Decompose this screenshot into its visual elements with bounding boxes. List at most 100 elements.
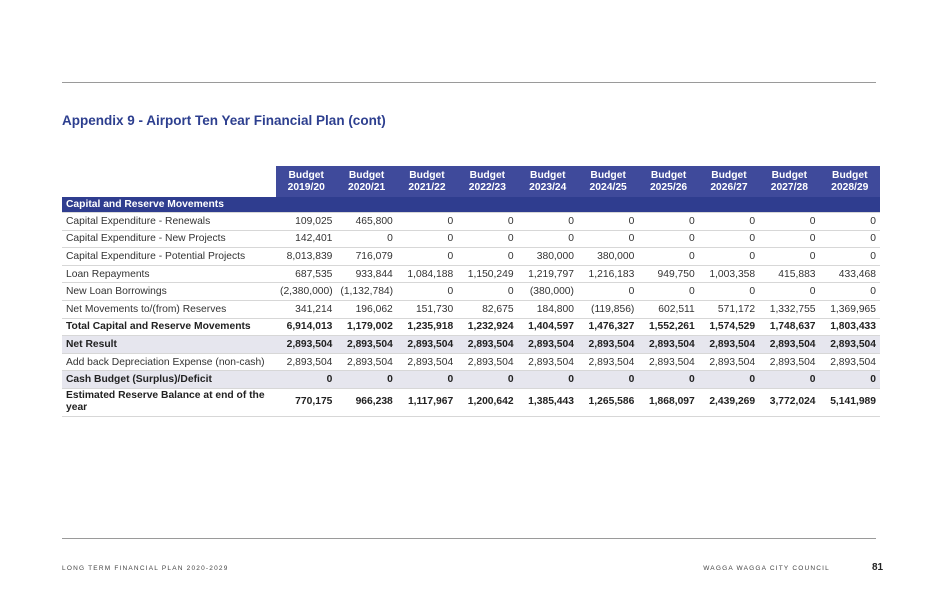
value-cell: 0 [517,370,578,389]
row-label: Net Movements to/(from) Reserves [62,300,277,319]
value-cell: 2,893,504 [698,335,760,354]
column-header-label: Budget [288,170,324,181]
page-number: 81 [872,562,884,573]
value-cell: 1,332,755 [759,300,820,319]
value-cell: 2,893,504 [819,335,880,354]
column-header: Budget 2027/28 [759,166,820,197]
column-header-label: Budget [590,170,626,181]
value-cell: 0 [759,230,820,249]
value-cell: 0 [638,282,699,301]
table-row: Estimated Reserve Balance at end of the … [62,388,880,417]
value-cell: 1,235,918 [396,318,458,337]
row-label: Cash Budget (Surplus)/Deficit [62,370,277,389]
value-cell: 2,893,504 [396,335,458,354]
column-header-label: Budget [469,170,506,181]
value-cell: 2,893,504 [577,335,639,354]
value-cell: 687,535 [276,265,337,284]
value-cell: 0 [577,282,639,301]
value-cell: 0 [457,370,518,389]
table-row: Loan Repayments 687,535 933,844 1,084,188 1,… [62,265,880,284]
column-header-label: Budget [530,170,566,181]
value-cell: 0 [698,247,760,266]
column-header: Budget 2020/21 [336,166,397,197]
value-cell: 142,401 [276,230,337,249]
value-cell: (380,000) [517,282,578,301]
column-header-label: Budget [650,170,687,181]
value-cell: 0 [396,212,458,231]
value-cell: 1,868,097 [638,388,699,417]
value-cell: 5,141,989 [819,388,880,417]
column-header: Budget 2019/20 [276,166,337,197]
value-cell: 415,883 [759,265,820,284]
value-cell: 0 [759,212,820,231]
column-header-year: 2023/24 [529,181,567,193]
column-header-year: 2019/20 [287,181,325,193]
column-header-year: 2021/22 [408,181,446,193]
value-cell: 1,385,443 [517,388,578,417]
value-cell: 949,750 [638,265,699,284]
row-label: Total Capital and Reserve Movements [62,318,277,337]
value-cell: 602,511 [638,300,699,319]
value-cell: 1,369,965 [819,300,880,319]
value-cell: 1,404,597 [517,318,578,337]
column-header: Budget 2026/27 [698,166,760,197]
page-title: Appendix 9 - Airport Ten Year Financial … [62,113,386,128]
value-cell: 82,675 [457,300,518,319]
value-cell: 2,893,504 [517,335,578,354]
value-cell: 0 [457,282,518,301]
value-cell: 2,893,504 [638,335,699,354]
column-header-label: Budget [771,170,808,181]
column-header: Budget 2024/25 [577,166,639,197]
value-cell: 933,844 [336,265,397,284]
value-cell: 0 [638,212,699,231]
value-cell: 1,117,967 [396,388,458,417]
table-row: Capital Expenditure - New Projects 142,40… [62,230,880,249]
table-row: Cash Budget (Surplus)/Deficit 0 0 0 0 0 0 0 0 0 0 [62,370,880,389]
value-cell: 1,219,797 [517,265,578,284]
table-row: Capital Expenditure - Renewals 109,025 465… [62,212,880,231]
value-cell: 0 [457,212,518,231]
value-cell: 0 [819,370,880,389]
value-cell: 1,476,327 [577,318,639,337]
value-cell: 0 [698,370,760,389]
row-label: Capital Expenditure - New Projects [62,230,277,249]
value-cell: 3,772,024 [759,388,820,417]
value-cell: 716,079 [336,247,397,266]
value-cell: 1,265,586 [577,388,639,417]
value-cell: 380,000 [517,247,578,266]
value-cell: 0 [698,212,760,231]
header-row: Budget 2019/20 Budget 2020/21 Budget 2021/2… [62,166,880,197]
table-row: New Loan Borrowings (2,380,000) (1,132,784… [62,282,880,301]
value-cell: 770,175 [276,388,337,417]
value-cell: 0 [396,282,458,301]
value-cell: 196,062 [336,300,397,319]
value-cell: 0 [759,247,820,266]
value-cell: 6,914,013 [276,318,337,337]
value-cell: 0 [517,212,578,231]
table-row: Net Result 2,893,504 2,893,504 2,893,504 2,8… [62,335,880,354]
column-header-year: 2022/23 [468,181,506,193]
value-cell: 1,232,924 [457,318,518,337]
column-header-year: 2024/25 [589,181,627,193]
value-cell: 2,439,269 [698,388,760,417]
column-header-label: Budget [832,170,868,181]
header-blank-cell [62,166,276,197]
value-cell: 2,893,504 [276,353,337,372]
value-cell: 2,893,504 [457,335,518,354]
column-header: Budget 2021/22 [396,166,458,197]
value-cell: 0 [638,247,699,266]
value-cell: 0 [517,230,578,249]
value-cell: 966,238 [336,388,397,417]
table-row: Add back Depreciation Expense (non-cash)… [62,353,880,372]
value-cell: 0 [759,370,820,389]
value-cell: 2,893,504 [819,353,880,372]
value-cell: 0 [577,370,639,389]
value-cell: 0 [396,370,458,389]
value-cell: (119,856) [577,300,639,319]
column-header-label: Budget [711,170,747,181]
table-row: Net Movements to/(from) Reserves 341,214 1… [62,300,880,319]
value-cell: 0 [819,282,880,301]
value-cell: 465,800 [336,212,397,231]
financial-plan-table: Budget 2019/20 Budget 2020/21 Budget 2021/2… [62,166,880,417]
column-header-year: 2025/26 [649,181,688,193]
